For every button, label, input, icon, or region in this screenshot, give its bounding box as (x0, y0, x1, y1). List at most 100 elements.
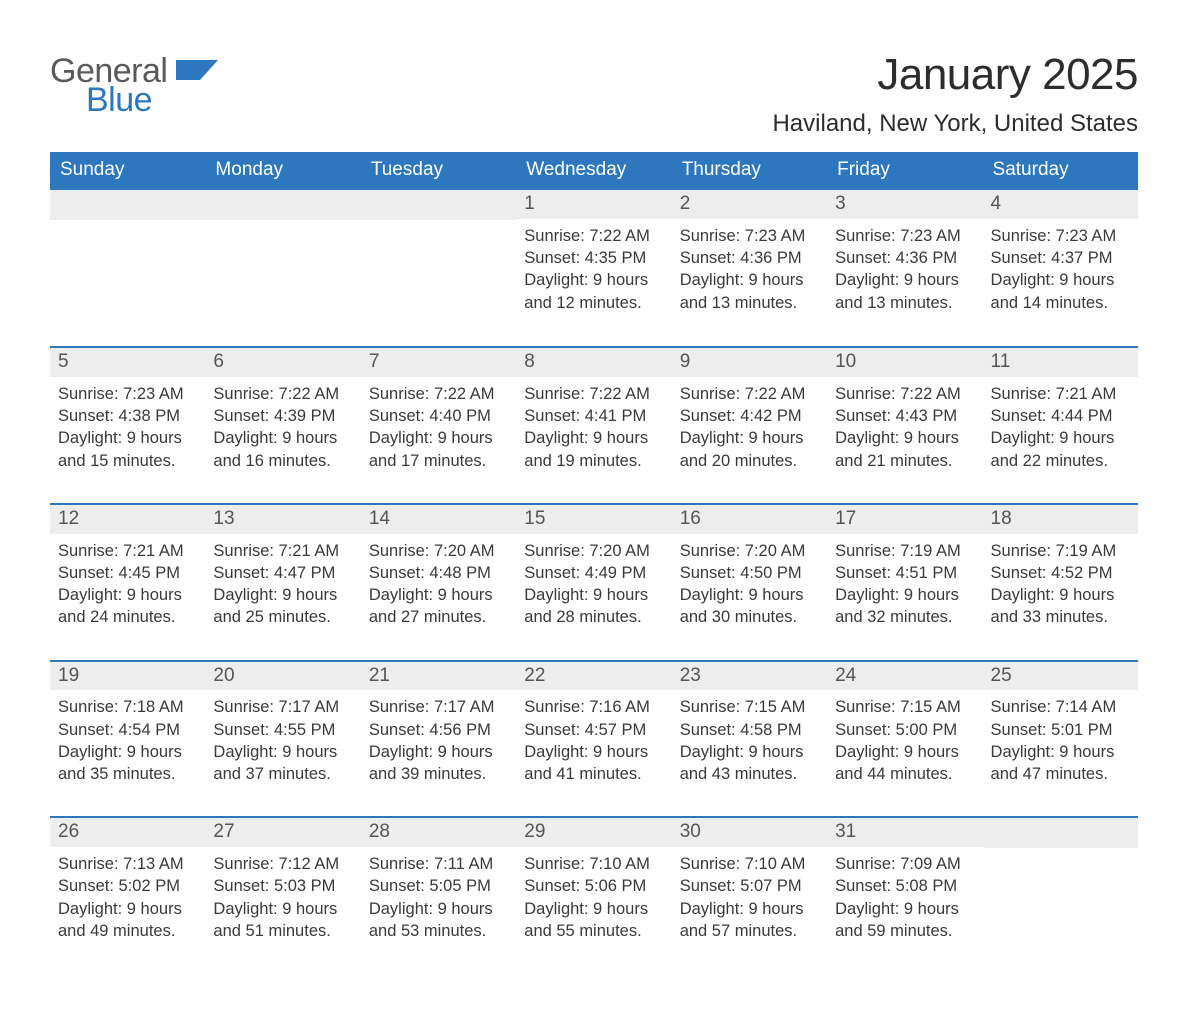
day-number: 30 (672, 818, 827, 847)
calendar-cell: 15Sunrise: 7:20 AMSunset: 4:49 PMDayligh… (516, 504, 671, 661)
day-daylight_b: and 44 minutes. (835, 763, 974, 785)
calendar-cell: 24Sunrise: 7:15 AMSunset: 5:00 PMDayligh… (827, 661, 982, 818)
day-body: Sunrise: 7:23 AMSunset: 4:37 PMDaylight:… (983, 219, 1138, 345)
day-sunset: Sunset: 4:50 PM (680, 562, 819, 584)
calendar-week: 26Sunrise: 7:13 AMSunset: 5:02 PMDayligh… (50, 817, 1138, 974)
day-sunset: Sunset: 4:36 PM (835, 247, 974, 269)
calendar-cell: 9Sunrise: 7:22 AMSunset: 4:42 PMDaylight… (672, 347, 827, 504)
day-daylight_a: Daylight: 9 hours (369, 898, 508, 920)
day-daylight_a: Daylight: 9 hours (680, 427, 819, 449)
calendar-cell: 3Sunrise: 7:23 AMSunset: 4:36 PMDaylight… (827, 189, 982, 347)
day-sunrise: Sunrise: 7:17 AM (213, 696, 352, 718)
day-daylight_b: and 47 minutes. (991, 763, 1130, 785)
day-daylight_b: and 57 minutes. (680, 920, 819, 942)
day-body: Sunrise: 7:17 AMSunset: 4:55 PMDaylight:… (205, 690, 360, 816)
day-daylight_a: Daylight: 9 hours (58, 584, 197, 606)
day-sunset: Sunset: 4:52 PM (991, 562, 1130, 584)
location-subtitle: Haviland, New York, United States (772, 110, 1138, 138)
day-daylight_b: and 35 minutes. (58, 763, 197, 785)
day-daylight_a: Daylight: 9 hours (835, 269, 974, 291)
day-sunset: Sunset: 4:43 PM (835, 405, 974, 427)
day-body: Sunrise: 7:15 AMSunset: 5:00 PMDaylight:… (827, 690, 982, 816)
day-daylight_b: and 49 minutes. (58, 920, 197, 942)
header-row: General Blue January 2025 Haviland, New … (50, 50, 1138, 152)
day-daylight_a: Daylight: 9 hours (991, 741, 1130, 763)
calendar-cell: 28Sunrise: 7:11 AMSunset: 5:05 PMDayligh… (361, 817, 516, 974)
day-number: 28 (361, 818, 516, 847)
day-daylight_b: and 43 minutes. (680, 763, 819, 785)
day-body: Sunrise: 7:17 AMSunset: 4:56 PMDaylight:… (361, 690, 516, 816)
day-daylight_a: Daylight: 9 hours (369, 741, 508, 763)
day-sunset: Sunset: 4:42 PM (680, 405, 819, 427)
day-body: Sunrise: 7:19 AMSunset: 4:51 PMDaylight:… (827, 534, 982, 660)
day-daylight_b: and 15 minutes. (58, 450, 197, 472)
day-body: Sunrise: 7:22 AMSunset: 4:41 PMDaylight:… (516, 377, 671, 503)
day-body: Sunrise: 7:10 AMSunset: 5:06 PMDaylight:… (516, 847, 671, 973)
day-number: 11 (983, 348, 1138, 377)
day-sunrise: Sunrise: 7:15 AM (680, 696, 819, 718)
day-number: 16 (672, 505, 827, 534)
day-body: Sunrise: 7:14 AMSunset: 5:01 PMDaylight:… (983, 690, 1138, 816)
day-number (205, 190, 360, 220)
title-block: January 2025 Haviland, New York, United … (772, 50, 1138, 152)
day-number: 15 (516, 505, 671, 534)
day-sunrise: Sunrise: 7:22 AM (524, 383, 663, 405)
day-sunset: Sunset: 4:44 PM (991, 405, 1130, 427)
day-number: 21 (361, 662, 516, 691)
day-number: 25 (983, 662, 1138, 691)
day-body: Sunrise: 7:11 AMSunset: 5:05 PMDaylight:… (361, 847, 516, 973)
day-body: Sunrise: 7:10 AMSunset: 5:07 PMDaylight:… (672, 847, 827, 973)
day-sunset: Sunset: 5:06 PM (524, 875, 663, 897)
day-daylight_b: and 53 minutes. (369, 920, 508, 942)
calendar-cell: 18Sunrise: 7:19 AMSunset: 4:52 PMDayligh… (983, 504, 1138, 661)
day-sunrise: Sunrise: 7:23 AM (58, 383, 197, 405)
day-daylight_a: Daylight: 9 hours (524, 741, 663, 763)
day-daylight_b: and 20 minutes. (680, 450, 819, 472)
day-sunset: Sunset: 4:38 PM (58, 405, 197, 427)
day-number: 1 (516, 190, 671, 219)
day-sunrise: Sunrise: 7:13 AM (58, 853, 197, 875)
day-sunset: Sunset: 5:03 PM (213, 875, 352, 897)
day-sunset: Sunset: 4:37 PM (991, 247, 1130, 269)
calendar-cell: 4Sunrise: 7:23 AMSunset: 4:37 PMDaylight… (983, 189, 1138, 347)
day-sunrise: Sunrise: 7:23 AM (835, 225, 974, 247)
day-sunset: Sunset: 5:05 PM (369, 875, 508, 897)
calendar-cell: 23Sunrise: 7:15 AMSunset: 4:58 PMDayligh… (672, 661, 827, 818)
calendar-cell: 31Sunrise: 7:09 AMSunset: 5:08 PMDayligh… (827, 817, 982, 974)
day-body (50, 220, 205, 346)
day-sunset: Sunset: 4:58 PM (680, 719, 819, 741)
calendar-cell: 13Sunrise: 7:21 AMSunset: 4:47 PMDayligh… (205, 504, 360, 661)
calendar-cell: 14Sunrise: 7:20 AMSunset: 4:48 PMDayligh… (361, 504, 516, 661)
day-sunrise: Sunrise: 7:15 AM (835, 696, 974, 718)
day-daylight_a: Daylight: 9 hours (680, 898, 819, 920)
day-sunrise: Sunrise: 7:21 AM (58, 540, 197, 562)
day-daylight_b: and 33 minutes. (991, 606, 1130, 628)
day-sunset: Sunset: 4:40 PM (369, 405, 508, 427)
day-daylight_a: Daylight: 9 hours (58, 741, 197, 763)
day-daylight_b: and 13 minutes. (680, 292, 819, 314)
day-body: Sunrise: 7:21 AMSunset: 4:44 PMDaylight:… (983, 377, 1138, 503)
calendar-cell: 22Sunrise: 7:16 AMSunset: 4:57 PMDayligh… (516, 661, 671, 818)
calendar-cell: 5Sunrise: 7:23 AMSunset: 4:38 PMDaylight… (50, 347, 205, 504)
day-body: Sunrise: 7:12 AMSunset: 5:03 PMDaylight:… (205, 847, 360, 973)
day-daylight_a: Daylight: 9 hours (58, 898, 197, 920)
day-number: 31 (827, 818, 982, 847)
day-sunrise: Sunrise: 7:16 AM (524, 696, 663, 718)
day-daylight_b: and 55 minutes. (524, 920, 663, 942)
day-sunrise: Sunrise: 7:22 AM (524, 225, 663, 247)
day-sunrise: Sunrise: 7:12 AM (213, 853, 352, 875)
day-sunset: Sunset: 5:07 PM (680, 875, 819, 897)
day-number: 26 (50, 818, 205, 847)
day-daylight_b: and 17 minutes. (369, 450, 508, 472)
col-thursday: Thursday (672, 152, 827, 189)
day-daylight_b: and 24 minutes. (58, 606, 197, 628)
day-daylight_b: and 39 minutes. (369, 763, 508, 785)
logo: General Blue (50, 50, 218, 120)
day-daylight_b: and 14 minutes. (991, 292, 1130, 314)
day-sunset: Sunset: 4:49 PM (524, 562, 663, 584)
col-tuesday: Tuesday (361, 152, 516, 189)
page-title: January 2025 (772, 50, 1138, 100)
day-body: Sunrise: 7:09 AMSunset: 5:08 PMDaylight:… (827, 847, 982, 973)
day-sunset: Sunset: 4:48 PM (369, 562, 508, 584)
day-daylight_a: Daylight: 9 hours (991, 269, 1130, 291)
